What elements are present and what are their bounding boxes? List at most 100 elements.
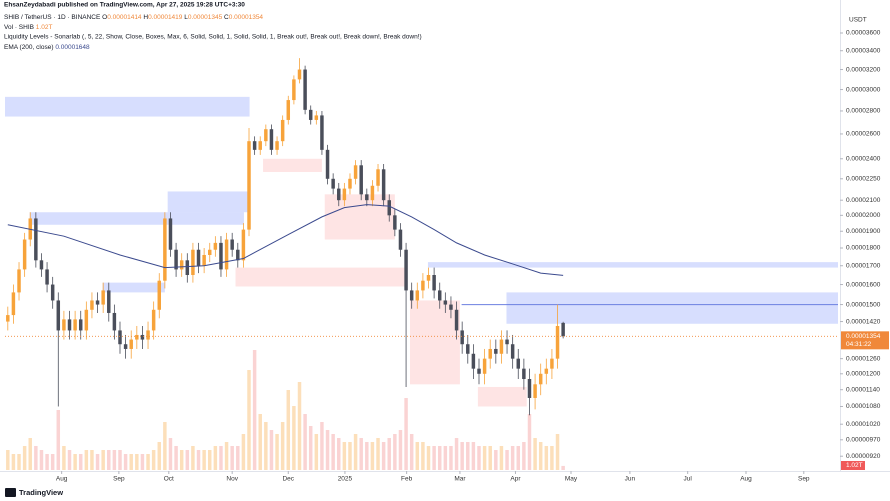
volume-bar	[6, 450, 10, 470]
x-tick-label: Jul	[684, 476, 693, 483]
candle-body	[510, 344, 515, 359]
candle-body	[437, 290, 442, 301]
candle-body	[393, 215, 397, 230]
candle-body	[320, 115, 324, 150]
publisher: EhsanZeydabadi published on TradingView.…	[4, 2, 245, 9]
volume-bar	[477, 446, 481, 470]
volume-bar	[320, 422, 324, 470]
volume-bar	[544, 446, 549, 470]
candle-body	[494, 348, 498, 354]
y-tick-label: 0.00002600	[846, 131, 881, 138]
volume-bar	[409, 434, 414, 470]
volume-bar	[494, 450, 498, 470]
volume-bar	[151, 450, 156, 470]
legend-line: Vol · SHIB 1.02T	[4, 24, 52, 31]
candle-body	[522, 368, 526, 380]
candle-body	[185, 260, 190, 276]
candle-body	[337, 188, 341, 201]
candle-body	[404, 249, 408, 291]
ohlc-prefix: O	[102, 14, 107, 21]
volume-bar	[275, 434, 279, 470]
volume-bar	[258, 414, 262, 470]
volume-bar	[561, 465, 565, 470]
volume-bar	[101, 450, 105, 470]
volume-bar	[337, 438, 341, 470]
volume-bar	[516, 446, 521, 470]
legend-line: SHIB / TetherUS · 1D · BINANCE O0.000014…	[4, 14, 263, 21]
volume-bar	[269, 430, 274, 470]
ema-value: 0.00001648	[55, 44, 90, 51]
candle-body	[443, 300, 448, 305]
volume-label: 1.02T	[846, 462, 863, 469]
candle-body	[208, 249, 212, 255]
ohlc-value: 0.00001345	[188, 14, 223, 21]
volume-bar	[353, 434, 358, 470]
y-tick-label: 0.00001200	[846, 371, 881, 378]
candle-body	[135, 334, 139, 340]
volume-bar	[370, 442, 375, 470]
candle-body	[22, 239, 27, 270]
candle-body	[432, 275, 436, 291]
volume-bar	[224, 442, 229, 470]
candle-body	[426, 275, 431, 281]
x-tick-label: Aug	[740, 476, 752, 483]
candle-body	[129, 339, 133, 349]
legend-line: EMA (200, close) 0.00001648	[4, 44, 90, 51]
candle-body	[6, 315, 10, 322]
volume-bar	[510, 446, 515, 470]
candle-body	[555, 325, 560, 359]
volume-bar	[174, 446, 178, 470]
volume-bar	[140, 454, 145, 470]
y-tick-label: 0.00000970	[846, 437, 881, 444]
candle-body	[241, 229, 246, 261]
candle-body	[39, 260, 44, 270]
candle-body	[140, 334, 145, 340]
candle-body	[348, 178, 352, 189]
x-tick-label: Jun	[625, 476, 636, 483]
volume-bar	[163, 422, 167, 470]
indicator-legend: Liquidity Levels - Sonarlab (, 5, 22, Sh…	[4, 34, 422, 41]
volume-bar	[538, 442, 543, 470]
candle-body	[118, 330, 122, 345]
y-tick-label: 0.00001420	[846, 318, 881, 325]
candle-body	[303, 69, 307, 110]
x-tick-label: May	[565, 476, 578, 483]
volume-bar	[73, 454, 77, 470]
volume-bar	[325, 430, 330, 470]
candle-body	[264, 129, 268, 142]
y-tick-label: 0.00002800	[846, 108, 881, 115]
y-tick-label: 0.00001700	[846, 262, 881, 269]
y-tick-label: 0.00001260	[846, 355, 881, 362]
x-tick-label: Oct	[164, 476, 174, 483]
volume-bar	[280, 422, 285, 470]
volume-bar	[533, 438, 537, 470]
candle-body	[112, 312, 117, 331]
volume-bar	[376, 438, 380, 470]
candle-body	[174, 249, 178, 270]
volume-bar	[443, 446, 448, 470]
candle-body	[50, 284, 55, 301]
volume-bar	[292, 406, 296, 470]
volume-bar	[208, 450, 212, 470]
volume-bar	[393, 434, 397, 470]
candle-body	[381, 169, 386, 201]
volume-bar	[213, 446, 218, 470]
candle-body	[466, 344, 470, 354]
candle-body	[275, 141, 279, 150]
candle-body	[365, 194, 369, 201]
candle-body	[314, 115, 319, 120]
volume-bar	[34, 446, 38, 470]
candle-body	[533, 384, 537, 398]
volume-bar	[247, 370, 251, 470]
ema-legend: EMA (200, close)	[4, 44, 54, 51]
candle-body	[292, 79, 296, 101]
candle-body	[62, 319, 66, 331]
ohlc-value: 0.00001354	[229, 14, 264, 21]
y-tick-label: 0.00001900	[846, 228, 881, 235]
x-tick-label: Sep	[798, 476, 810, 483]
volume-bar	[56, 410, 61, 470]
volume-bar	[28, 438, 32, 470]
y-tick-label: 0.00002250	[846, 176, 881, 183]
